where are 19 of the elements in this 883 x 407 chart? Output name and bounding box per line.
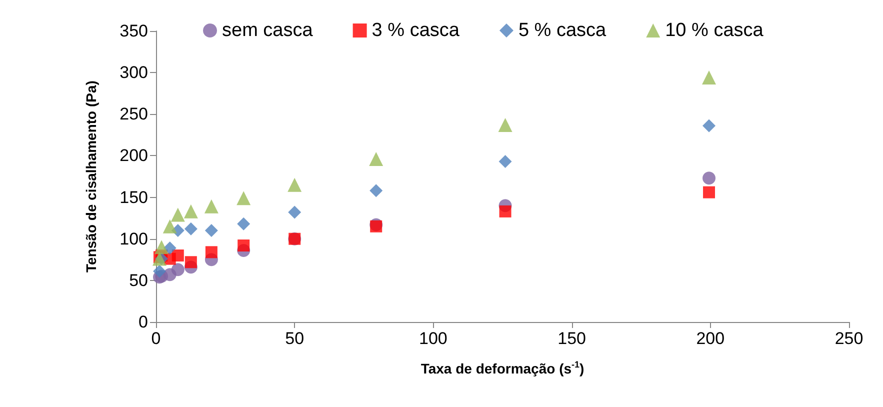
x-tick-label: 250 — [834, 329, 864, 348]
y-tick-label: 200 — [120, 146, 148, 166]
x-tick-label: 200 — [696, 329, 725, 348]
legend-label: 10 % casca — [665, 20, 764, 41]
y-tick-label: 150 — [120, 188, 148, 207]
x-tick-label: 100 — [419, 329, 448, 348]
legend-label: 3 % casca — [372, 20, 460, 41]
x-tick-label: 50 — [285, 329, 304, 348]
y-tick-label: 350 — [120, 22, 148, 40]
x-tick-label: 150 — [558, 329, 586, 348]
y-tick-label: 100 — [120, 229, 148, 248]
y-axis-title: Tensão de cisalhamento (Pa) — [83, 80, 99, 272]
legend-label: sem casca — [222, 20, 314, 41]
legend-label: 5 % casca — [518, 20, 607, 41]
y-tick-label: 50 — [129, 270, 148, 290]
y-tick-label: 0 — [138, 312, 148, 332]
x-tick-label: 0 — [151, 329, 161, 348]
y-tick-label: 250 — [120, 104, 148, 124]
y-tick-label: 300 — [120, 63, 148, 82]
